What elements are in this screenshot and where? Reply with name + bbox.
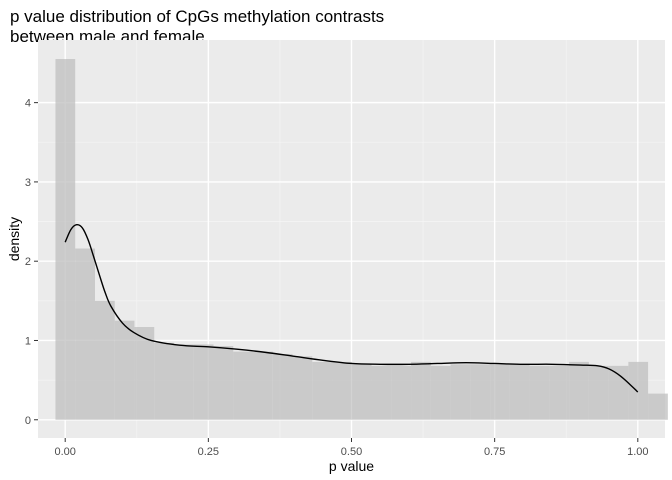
y-tick-label: 0 <box>25 415 31 427</box>
histogram-bar <box>173 344 194 420</box>
histogram-bar <box>450 364 471 420</box>
y-tick-label: 1 <box>25 335 31 347</box>
y-tick-label: 2 <box>25 256 31 268</box>
histogram-bar <box>114 320 135 420</box>
histogram-bars <box>55 59 668 420</box>
histogram-bar <box>430 365 451 420</box>
x-tick-label: 0.00 <box>54 446 75 458</box>
y-tick-label: 3 <box>25 177 31 189</box>
histogram-bar <box>470 364 491 420</box>
y-axis-title: density <box>6 217 22 261</box>
histogram-bar <box>509 364 530 420</box>
y-tick-label: 4 <box>25 98 31 110</box>
histogram-bar <box>490 364 510 420</box>
histogram-bar <box>193 344 214 420</box>
histogram-bar <box>55 59 76 420</box>
histogram-bar <box>272 353 293 420</box>
histogram-bar <box>648 393 668 420</box>
histogram-bar <box>213 346 234 420</box>
histogram-bar <box>391 365 412 420</box>
chart-title-line-1: p value distribution of CpGs methylation… <box>10 7 384 26</box>
histogram-bar <box>292 356 313 420</box>
histogram-bar <box>351 364 372 420</box>
histogram-bar <box>371 365 392 420</box>
x-tick-label: 0.75 <box>484 446 505 458</box>
histogram-bar <box>312 361 333 420</box>
histogram-bar <box>332 361 352 420</box>
x-tick-label: 1.00 <box>627 446 648 458</box>
histogram-bar <box>628 361 649 420</box>
y-axis-ticks: 0 1 2 3 4 <box>25 98 38 427</box>
histogram-bar <box>569 361 589 420</box>
histogram-bar <box>94 300 115 420</box>
histogram-bar <box>588 365 609 420</box>
histogram-bar <box>134 327 155 420</box>
histogram-bar <box>529 365 550 420</box>
x-axis-title: p value <box>329 458 374 474</box>
x-tick-label: 0.50 <box>341 446 362 458</box>
histogram-bar <box>549 365 570 420</box>
histogram-bar <box>253 351 273 420</box>
x-axis-ticks: 0.00 0.25 0.50 0.75 1.00 <box>54 438 649 458</box>
histogram-bar <box>75 248 95 420</box>
density-curve <box>64 223 639 393</box>
histogram-bar <box>154 342 174 420</box>
histogram-bar <box>411 361 431 420</box>
x-tick-label: 0.25 <box>198 446 219 458</box>
histogram-bar <box>233 351 254 420</box>
density-curve-layer <box>64 223 639 393</box>
